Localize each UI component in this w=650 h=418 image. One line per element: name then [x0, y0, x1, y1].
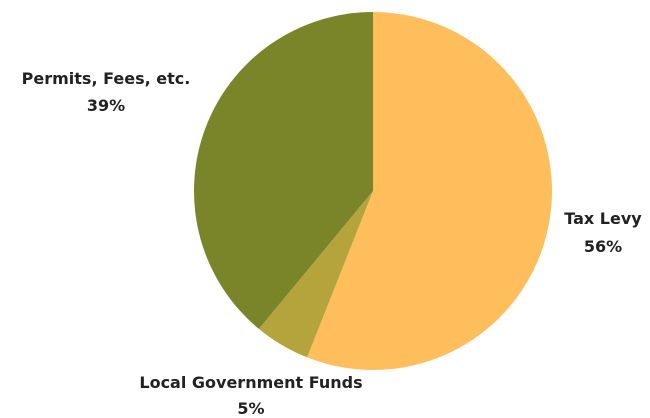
slice-label-tax-levy-name: Tax Levy: [564, 209, 642, 228]
slice-label-tax-levy-percent: 56%: [584, 237, 622, 256]
slice-label-local-government-funds-name: Local Government Funds: [139, 373, 362, 392]
slice-label-permits-fees-name: Permits, Fees, etc.: [22, 69, 191, 88]
pie-slice-tax-levy: [307, 12, 553, 371]
pie-slice-local-government-funds: [258, 191, 373, 358]
slice-label-permits-fees-percent: 39%: [87, 96, 125, 115]
pie-slice-permits-fees-etc: [194, 12, 373, 329]
pie-slices: [194, 12, 553, 371]
slice-label-local-government-funds-percent: 5%: [237, 399, 264, 418]
